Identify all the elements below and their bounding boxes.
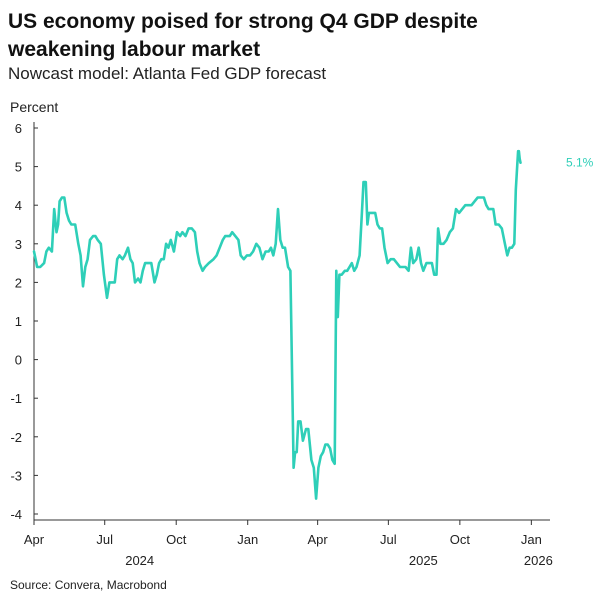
y-tick-label: 1	[15, 314, 22, 329]
x-tick-label: Jan	[237, 532, 258, 547]
x-tick-label: Oct	[166, 532, 187, 547]
source-note: Source: Convera, Macrobond	[10, 578, 167, 592]
x-tick-label: Apr	[24, 532, 45, 547]
y-tick-label: -3	[10, 468, 22, 483]
y-tick-label: 5	[15, 160, 22, 175]
y-tick-label: -4	[10, 507, 22, 522]
y-tick-label: 0	[15, 353, 22, 368]
y-tick-label: 4	[15, 198, 22, 213]
y-axis-label: Percent	[10, 99, 58, 115]
x-tick-label: Jul	[96, 532, 113, 547]
y-tick-label: 2	[15, 275, 22, 290]
x-tick-label: Apr	[308, 532, 329, 547]
x-tick-label: Oct	[450, 532, 471, 547]
y-tick-label: -1	[10, 391, 22, 406]
end-value-label: 5.1%	[566, 156, 594, 170]
x-year-label: 2025	[409, 553, 438, 568]
y-tick-label: -2	[10, 430, 22, 445]
y-tick-label: 3	[15, 237, 22, 252]
x-year-label: 2026	[524, 553, 553, 568]
series-group	[32, 149, 522, 500]
series-line	[32, 149, 522, 500]
chart-subtitle: Nowcast model: Atlanta Fed GDP forecast	[8, 64, 327, 83]
y-axis: 6 5 4 3 2 1 0 -1 -2 -3 -4	[10, 121, 38, 522]
x-axis-years: 2024 2025 2026	[125, 553, 553, 568]
x-axis: Apr Jul Oct Jan Apr Jul Oct Jan	[24, 520, 542, 547]
x-tick-label: Jul	[380, 532, 397, 547]
chart-title: US economy poised for strong Q4 GDP desp…	[8, 10, 478, 61]
y-tick-label: 6	[15, 121, 22, 136]
x-tick-label: Jan	[521, 532, 542, 547]
x-year-label: 2024	[125, 553, 154, 568]
